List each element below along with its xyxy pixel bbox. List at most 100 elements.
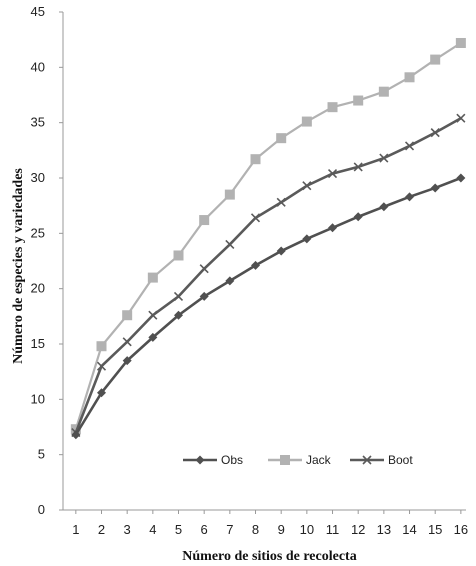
series-obs-point: [97, 388, 107, 398]
series-obs-point: [251, 260, 261, 270]
series-boot-point-stroke: [276, 197, 286, 207]
series-obs-point: [199, 291, 209, 301]
series-obs-point: [148, 332, 158, 342]
series-jack-point: [301, 116, 312, 127]
series-obs-point: [225, 276, 235, 286]
series-boot-point: [379, 153, 389, 163]
series-jack-line: [74, 42, 462, 430]
series-obs-point: [276, 246, 286, 256]
series-boot-point-stroke: [327, 169, 338, 179]
series-boot-point-stroke: [302, 181, 312, 191]
series-jack-point: [250, 154, 261, 165]
series-boot-point-stroke: [148, 310, 158, 320]
series-boot-point: [250, 213, 261, 223]
series-obs-point: [71, 430, 81, 440]
x-tick-label: 4: [149, 522, 156, 537]
series-jack-point: [404, 72, 415, 83]
y-tick-label: 5: [38, 447, 45, 462]
legend-obs-label: Obs: [221, 453, 243, 467]
series-boot-point-stroke: [456, 113, 466, 123]
series-jack-point: [199, 215, 210, 226]
y-tick-label: 30: [31, 170, 45, 185]
series-jack-point: [430, 54, 441, 65]
x-tick-label: 14: [402, 522, 416, 537]
series-layer: [70, 37, 466, 440]
series-boot-point: [456, 113, 466, 123]
series-boot-point: [96, 361, 107, 371]
series-obs-point: [122, 356, 132, 366]
series-obs: [71, 173, 466, 440]
x-tick-label: 10: [300, 522, 314, 537]
y-tick-label: 45: [31, 4, 45, 19]
series-jack-point: [378, 86, 389, 97]
x-tick-label: 16: [454, 522, 468, 537]
x-tick-label: 2: [98, 522, 105, 537]
series-boot-point: [225, 239, 235, 249]
x-tick-label: 1: [72, 522, 79, 537]
series-boot-point: [173, 291, 184, 301]
x-tick-label: 6: [201, 522, 208, 537]
series-jack-point: [173, 250, 184, 261]
y-tick-label: 25: [31, 225, 45, 240]
series-obs-point: [430, 183, 440, 193]
series-obs-point: [456, 173, 466, 183]
series-boot-point: [327, 169, 338, 179]
legend: Obs Jack Boot: [183, 453, 413, 467]
series-obs-point: [328, 223, 338, 233]
series-jack-point: [96, 341, 107, 352]
series-boot-point-stroke: [379, 153, 389, 163]
series-obs-point: [353, 212, 363, 222]
x-tick-label: 8: [252, 522, 259, 537]
y-tick-labels: 0 5 10 15 20 25 30 35 40 45: [31, 4, 63, 517]
series-boot-point-stroke: [430, 128, 440, 138]
series-jack-point: [353, 95, 364, 106]
y-tick-label: 35: [31, 115, 45, 130]
series-boot-point: [404, 141, 415, 151]
series-jack-point: [327, 102, 338, 113]
series-jack-point: [455, 37, 466, 48]
series-obs-point: [174, 310, 184, 320]
x-tick-label: 15: [428, 522, 442, 537]
series-obs-point: [405, 192, 415, 202]
series-boot: [71, 113, 466, 438]
series-boot-point: [430, 128, 440, 138]
y-tick-label: 10: [31, 391, 45, 406]
series-jack-point: [122, 310, 133, 321]
series-boot-point-stroke: [199, 264, 209, 274]
series-jack-point: [224, 189, 235, 200]
series-obs-point: [302, 234, 312, 244]
legend-boot-marker: [362, 455, 372, 465]
series-boot-point: [148, 310, 158, 320]
series-boot-line: [74, 117, 462, 434]
series-boot-point-stroke: [225, 239, 235, 249]
x-tick-label: 7: [226, 522, 233, 537]
series-boot-point-stroke: [96, 361, 107, 371]
series-boot-point: [302, 181, 312, 191]
legend-boot-label: Boot: [388, 453, 413, 467]
legend-jack-marker: [280, 455, 290, 465]
series-obs-point: [379, 202, 389, 212]
legend-obs-marker: [195, 455, 205, 465]
y-tick-label: 0: [38, 502, 45, 517]
y-tick-label: 15: [31, 336, 45, 351]
series-boot-point-stroke: [122, 337, 132, 347]
x-tick-label: 5: [175, 522, 182, 537]
series-boot-point: [276, 197, 286, 207]
x-tick-label: 12: [351, 522, 365, 537]
series-boot-point-stroke: [404, 141, 415, 151]
series-boot-point-stroke: [250, 213, 261, 223]
legend-jack-label: Jack: [306, 453, 332, 467]
series-boot-point-stroke: [173, 291, 184, 301]
series-boot-point: [122, 337, 132, 347]
x-tick-label: 3: [124, 522, 131, 537]
x-axis-title: Número de sitios de recolecta: [182, 549, 356, 564]
series-obs-line: [74, 176, 462, 436]
y-tick-label: 40: [31, 59, 45, 74]
x-tick-label: 11: [326, 522, 340, 537]
series-jack-point: [276, 133, 287, 144]
x-tick-label: 9: [278, 522, 285, 537]
y-axis-title: Número de especies y variedades: [11, 168, 26, 364]
series-jack: [70, 37, 466, 435]
series-jack-point: [147, 272, 158, 283]
